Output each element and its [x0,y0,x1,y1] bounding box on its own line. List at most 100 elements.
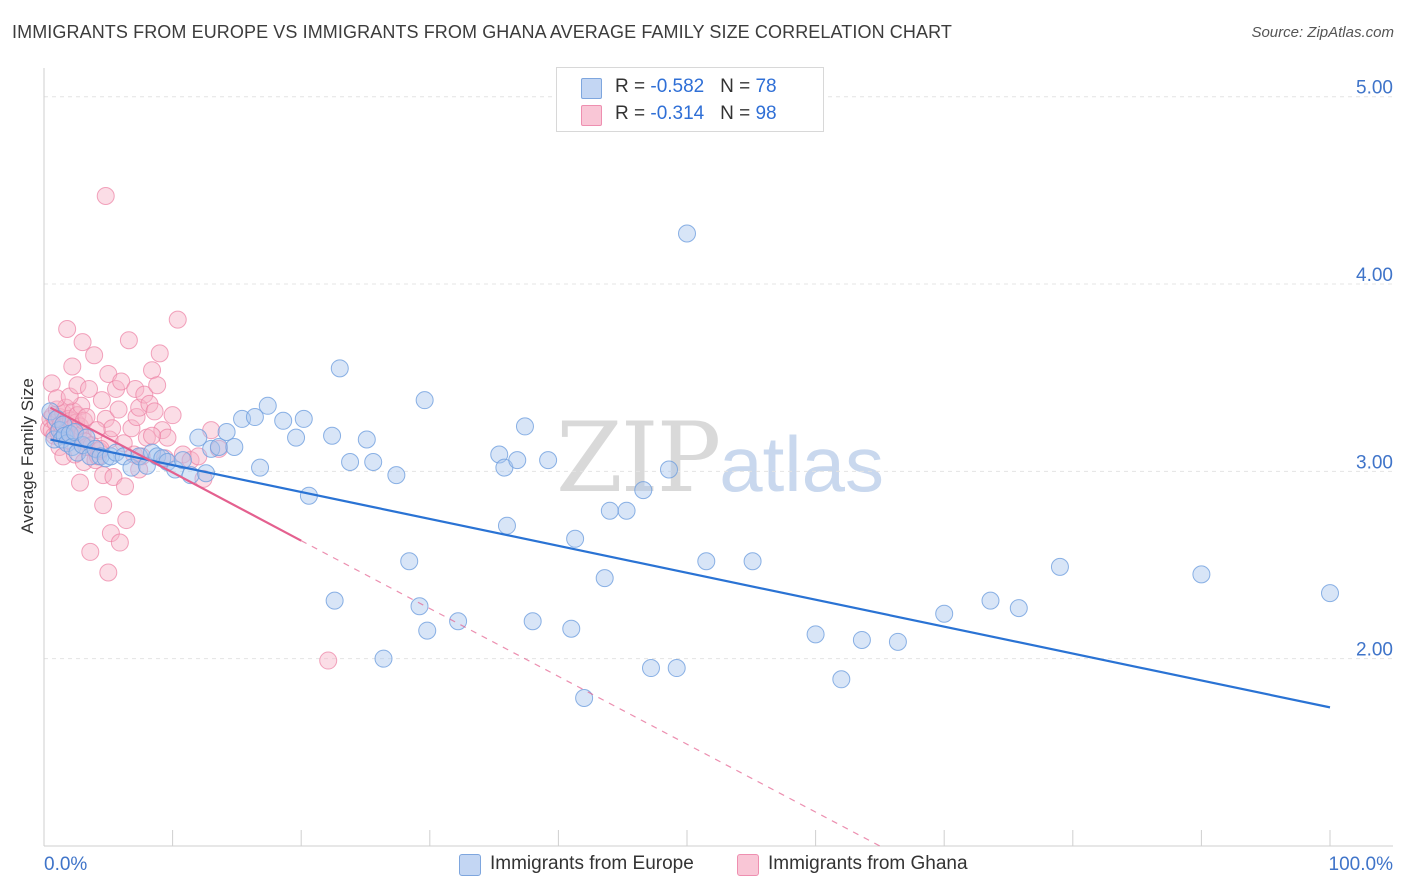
axes [44,68,1393,846]
europe-point [635,482,652,499]
europe-point [509,452,526,469]
ghana-points [41,188,337,670]
europe-point [288,429,305,446]
ghana-point [93,392,110,409]
ghana-point [111,534,128,551]
europe-point [642,660,659,677]
europe-point [342,454,359,471]
ghana-point [110,401,127,418]
europe-point [275,412,292,429]
europe-point [1051,558,1068,575]
europe-point [259,397,276,414]
legend-ghana-r-label: R = [615,103,650,124]
europe-point [358,431,375,448]
europe-point [331,360,348,377]
x-tick-label-max: 100.0% [1329,854,1394,875]
europe-swatch [581,78,602,99]
europe-point [563,620,580,637]
trend-lines [50,408,1330,846]
bottom-ghana-label: Immigrants from Ghana [768,853,968,875]
europe-point [668,660,685,677]
europe-point [982,592,999,609]
ghana-point [43,375,60,392]
europe-point [807,626,824,643]
europe-point [498,517,515,534]
europe-point [601,502,618,519]
europe-trend-line [50,440,1330,708]
europe-point [375,650,392,667]
correlation-legend: R = -0.582 N = 78 R = -0.314 N = 98 [556,67,824,132]
europe-point [660,461,677,478]
europe-point [252,459,269,476]
europe-point [679,225,696,242]
scatter-chart: 2.00 3.00 4.00 5.00 0.0% 100.0% [0,0,1406,892]
legend-europe-r-value: -0.582 [650,76,704,97]
bottom-ghana-swatch [737,854,759,876]
europe-point [936,605,953,622]
y-tick-label: 4.00 [1356,265,1393,286]
ghana-point [64,358,81,375]
bottom-europe-swatch [459,854,481,876]
ghana-point [82,543,99,560]
europe-point [853,631,870,648]
europe-point [324,427,341,444]
europe-point [833,671,850,688]
ghana-point [164,407,181,424]
europe-point [388,467,405,484]
ghana-point [144,427,161,444]
legend-europe-text: R = -0.582 N = 78 [615,76,777,98]
europe-point [401,553,418,570]
ghana-point [74,334,91,351]
legend-ghana-text: R = -0.314 N = 98 [615,103,777,125]
ghana-point [104,420,121,437]
europe-point [889,633,906,650]
ghana-point [72,474,89,491]
europe-point [1322,585,1339,602]
ghana-point [169,311,186,328]
legend-europe-n-label: N = [720,76,755,97]
tick-labels: 2.00 3.00 4.00 5.00 0.0% 100.0% [44,78,1393,875]
ghana-point [59,321,76,338]
europe-point [540,452,557,469]
y-axis-label: Average Family Size [18,378,38,534]
europe-point [576,690,593,707]
europe-point [744,553,761,570]
legend-europe-n-value: 78 [755,76,776,97]
y-tick-label: 2.00 [1356,640,1393,661]
ghana-point [146,403,163,420]
europe-point [698,553,715,570]
ghana-point [95,497,112,514]
europe-point [416,392,433,409]
europe-points [42,225,1339,707]
europe-point [618,502,635,519]
ghana-point [320,652,337,669]
europe-point [567,530,584,547]
bottom-europe-label: Immigrants from Europe [490,853,694,875]
legend-europe-r-label: R = [615,76,650,97]
ghana-point [144,362,161,379]
ghana-point [97,188,114,205]
europe-point [411,598,428,615]
ghana-point [120,332,137,349]
europe-point [295,410,312,427]
y-tick-label: 5.00 [1356,78,1393,99]
ghana-point [118,512,135,529]
ghana-trend-extension [301,541,880,846]
ghana-swatch [581,105,602,126]
ghana-point [151,345,168,362]
europe-point [596,570,613,587]
europe-point [524,613,541,630]
europe-point [326,592,343,609]
x-tick-label-min: 0.0% [44,854,87,875]
ghana-point [117,478,134,495]
ghana-point [86,347,103,364]
europe-point [1010,600,1027,617]
europe-point [365,454,382,471]
ghana-point [159,429,176,446]
legend-ghana-r-value: -0.314 [650,103,704,124]
europe-point [226,439,243,456]
legend-ghana-n-value: 98 [755,103,776,124]
y-tick-label: 3.00 [1356,452,1393,473]
europe-point [210,439,227,456]
europe-point [516,418,533,435]
